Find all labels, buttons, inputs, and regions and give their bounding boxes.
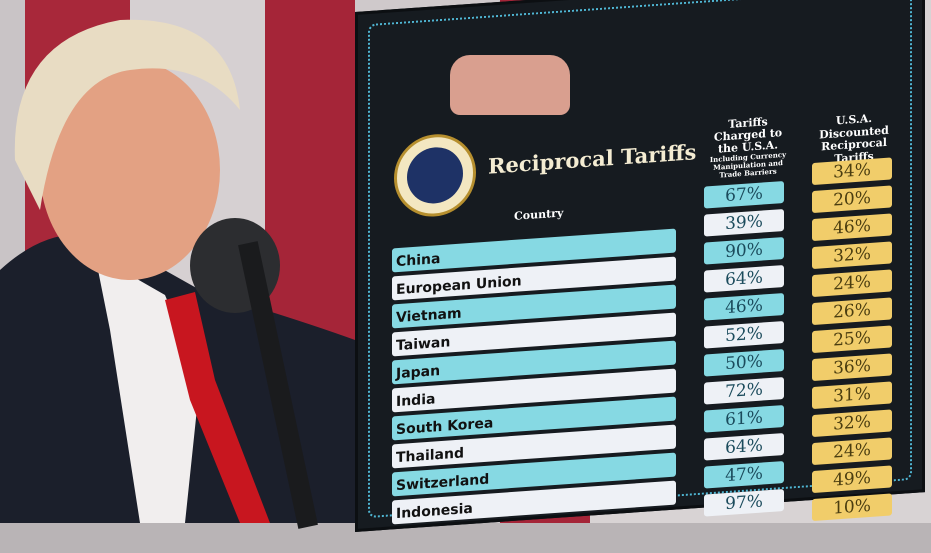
speaker-person bbox=[0, 19, 355, 523]
charged-header: Tariffs Charged to the U.S.A. Including C… bbox=[709, 115, 787, 180]
discounted-cell: 49% bbox=[812, 465, 892, 494]
hand bbox=[450, 55, 570, 115]
tariff-board: Reciprocal Tariffs Country Tariffs Charg… bbox=[355, 0, 925, 532]
